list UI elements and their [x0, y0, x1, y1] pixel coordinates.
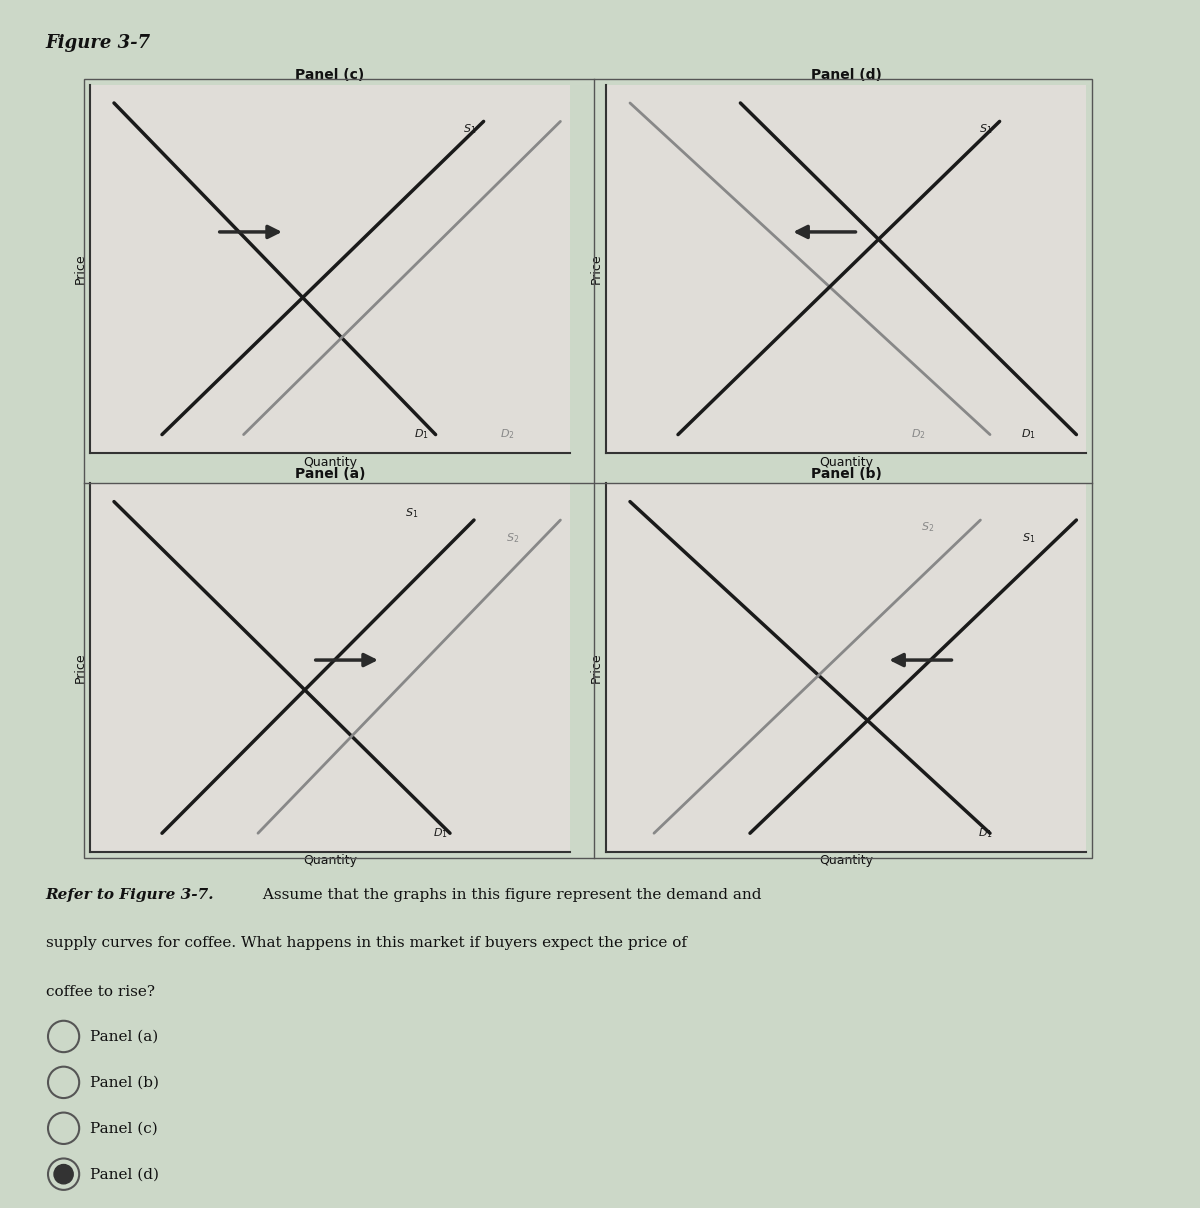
Text: Assume that the graphs in this figure represent the demand and: Assume that the graphs in this figure re…	[258, 888, 762, 902]
Text: $D_2$: $D_2$	[500, 428, 515, 441]
Text: $D_1$: $D_1$	[414, 428, 428, 441]
Text: $D_1$: $D_1$	[1021, 428, 1036, 441]
Text: Figure 3-7: Figure 3-7	[46, 34, 151, 52]
Text: $D_1$: $D_1$	[978, 826, 992, 840]
Text: Refer to Figure 3-7.: Refer to Figure 3-7.	[46, 888, 214, 902]
Title: Panel (c): Panel (c)	[295, 68, 365, 82]
Text: $S_2$: $S_2$	[505, 532, 520, 545]
Text: Panel (b): Panel (b)	[90, 1075, 158, 1090]
Text: supply curves for coffee. What happens in this market if buyers expect the price: supply curves for coffee. What happens i…	[46, 936, 686, 951]
Text: $D_2$: $D_2$	[911, 428, 925, 441]
Text: $D_1$: $D_1$	[433, 826, 448, 840]
Text: Panel (c): Panel (c)	[90, 1121, 157, 1136]
Text: $S_1$: $S_1$	[1021, 532, 1036, 545]
Title: Panel (b): Panel (b)	[810, 466, 882, 481]
Text: Panel (a): Panel (a)	[90, 1029, 158, 1044]
X-axis label: Quantity: Quantity	[818, 854, 874, 867]
Title: Panel (d): Panel (d)	[810, 68, 882, 82]
Text: Panel (d): Panel (d)	[90, 1167, 158, 1181]
Text: $S_2$: $S_2$	[920, 521, 935, 534]
Y-axis label: Price: Price	[74, 254, 88, 284]
Text: $S_1$: $S_1$	[462, 122, 476, 135]
Text: coffee to rise?: coffee to rise?	[46, 985, 155, 999]
Text: $S_1$: $S_1$	[404, 506, 419, 519]
Y-axis label: Price: Price	[74, 652, 88, 683]
X-axis label: Quantity: Quantity	[302, 455, 358, 469]
X-axis label: Quantity: Quantity	[818, 455, 874, 469]
Title: Panel (a): Panel (a)	[295, 466, 365, 481]
X-axis label: Quantity: Quantity	[302, 854, 358, 867]
Y-axis label: Price: Price	[590, 254, 604, 284]
Text: $S_1$: $S_1$	[978, 122, 992, 135]
Y-axis label: Price: Price	[590, 652, 604, 683]
